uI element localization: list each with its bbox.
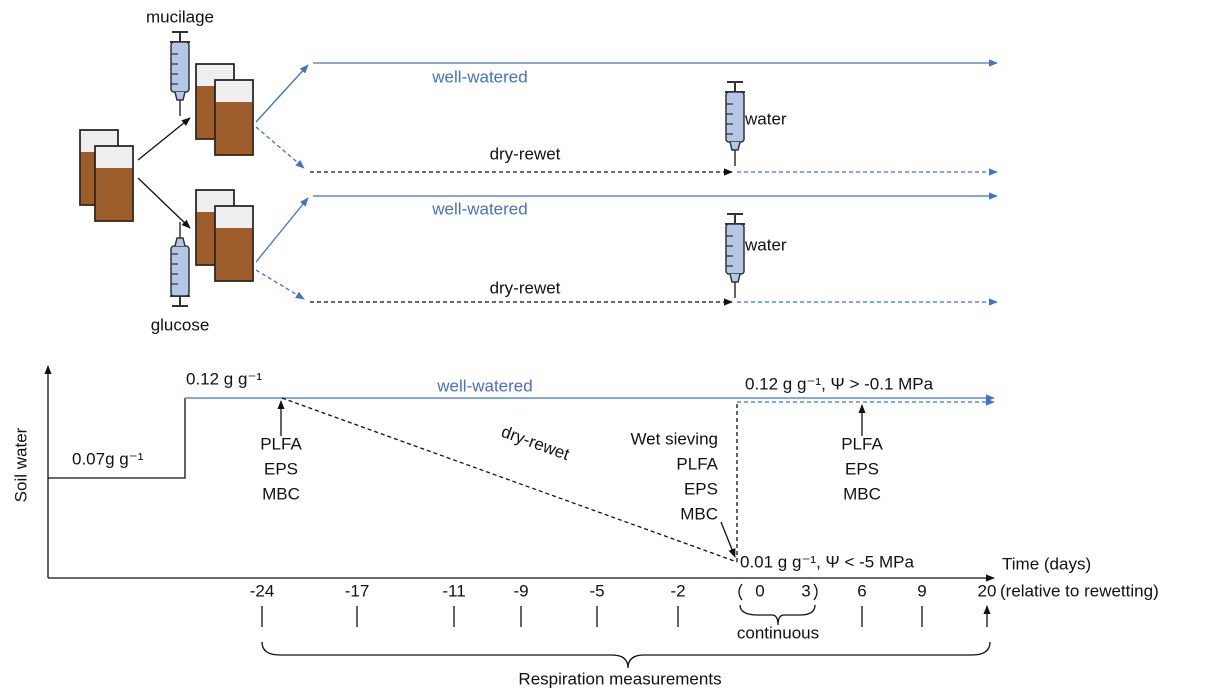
day-label: -9 bbox=[513, 581, 528, 600]
axis-label: Soil water bbox=[11, 427, 30, 502]
day-label: -24 bbox=[250, 581, 275, 600]
pots bbox=[79, 63, 254, 282]
day-label: -17 bbox=[345, 581, 370, 600]
label: well-watered bbox=[431, 199, 527, 218]
label: Respiration measurements bbox=[518, 669, 721, 688]
day-label: -11 bbox=[442, 581, 465, 600]
sampling-label: MBC bbox=[843, 484, 881, 503]
sampling-label: PLFA bbox=[260, 434, 302, 453]
sampling-label: MBC bbox=[680, 504, 718, 523]
level-label: 0.12 g g⁻¹, Ψ > -0.1 MPa bbox=[745, 374, 934, 393]
day-label: -2 bbox=[670, 581, 685, 600]
day-label: -5 bbox=[589, 581, 604, 600]
axis-label: (relative to rewetting) bbox=[1000, 581, 1159, 600]
label: well-watered bbox=[431, 67, 527, 86]
sampling-label: PLFA bbox=[841, 434, 883, 453]
day-labels: -24 -17 -11 -9 -5 -2 0 3 6 9 20 bbox=[250, 581, 997, 600]
label: continuous bbox=[737, 623, 819, 642]
label: glucose bbox=[151, 315, 210, 334]
day-label: 3 bbox=[801, 581, 810, 600]
label: water bbox=[744, 109, 787, 128]
sampling-labels: PLFA EPS MBC Wet sieving PLFA EPS MBC PLFA EPS MB… bbox=[260, 429, 883, 523]
label: well-watered bbox=[436, 376, 532, 395]
day-label: 6 bbox=[857, 581, 866, 600]
axis-label: Time (days) bbox=[1002, 554, 1091, 573]
sampling-label: EPS bbox=[264, 459, 298, 478]
label: mucilage bbox=[146, 7, 214, 26]
label: dry-rewet bbox=[490, 278, 561, 297]
day-label: 20 bbox=[978, 581, 997, 600]
day-label: 9 bbox=[917, 581, 926, 600]
day-label: 0 bbox=[755, 581, 764, 600]
timeline-lines bbox=[44, 365, 994, 669]
sampling-label: EPS bbox=[845, 459, 879, 478]
sampling-label: MBC bbox=[262, 484, 300, 503]
label: dry-rewet bbox=[490, 144, 561, 163]
sampling-label: EPS bbox=[684, 479, 718, 498]
sampling-label: Wet sieving bbox=[630, 429, 718, 448]
label: dry-rewet bbox=[499, 422, 572, 464]
level-label: 0.01 g g⁻¹, Ψ < -5 MPa bbox=[740, 552, 914, 571]
sampling-label: PLFA bbox=[676, 454, 718, 473]
flow-arrows bbox=[137, 59, 998, 306]
level-label: 0.07g g⁻¹ bbox=[72, 449, 144, 468]
label: water bbox=[744, 235, 787, 254]
level-label: 0.12 g g⁻¹ bbox=[186, 369, 262, 388]
